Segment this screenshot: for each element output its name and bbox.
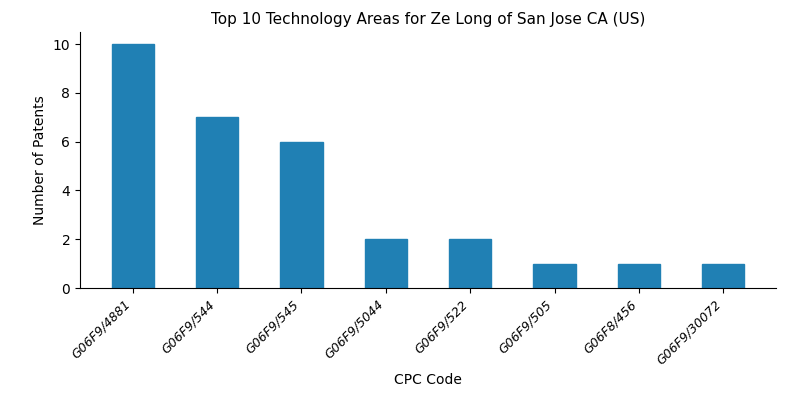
Bar xyxy=(196,117,238,288)
Bar xyxy=(280,142,322,288)
Y-axis label: Number of Patents: Number of Patents xyxy=(33,95,47,225)
Bar xyxy=(365,239,407,288)
Bar xyxy=(702,264,744,288)
Bar xyxy=(618,264,660,288)
Bar xyxy=(449,239,491,288)
Bar xyxy=(534,264,576,288)
Bar xyxy=(112,44,154,288)
X-axis label: CPC Code: CPC Code xyxy=(394,373,462,387)
Title: Top 10 Technology Areas for Ze Long of San Jose CA (US): Top 10 Technology Areas for Ze Long of S… xyxy=(211,12,645,27)
